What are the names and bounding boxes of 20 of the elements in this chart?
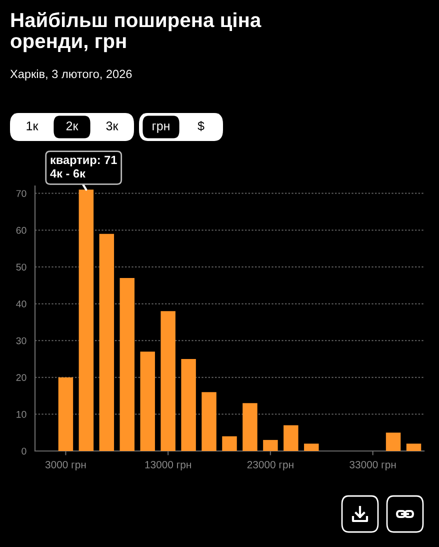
y-tick-label: 50	[16, 264, 26, 271]
x-tick-label: 33000 грн	[350, 460, 396, 470]
y-tick-label: 40	[16, 300, 26, 308]
text: 1к	[26, 122, 38, 130]
y-tick-label: 60	[16, 226, 26, 234]
x-tick-label: 23000 грн	[247, 460, 294, 470]
text: грн	[152, 124, 170, 133]
chart-title: Найбільш поширена ціна оренди, грн	[10, 12, 262, 52]
x-tick-label: 13000 грн	[145, 460, 191, 470]
text: $	[198, 120, 204, 132]
y-tick-label: 70	[16, 190, 26, 197]
y-tick-label: 30	[16, 337, 26, 344]
y-tick-label: 20	[16, 374, 26, 382]
annotation: квартир: 71 4к - 6к	[50, 156, 117, 178]
text: 3к	[106, 122, 118, 130]
y-tick-label: 10	[16, 410, 26, 418]
chart-subtitle: Харків, 3 лютого, 2026	[10, 70, 132, 81]
x-tick-label: 3000 грн	[45, 460, 86, 470]
y-tick-label: 0	[22, 448, 26, 455]
text: 2к	[66, 122, 78, 130]
